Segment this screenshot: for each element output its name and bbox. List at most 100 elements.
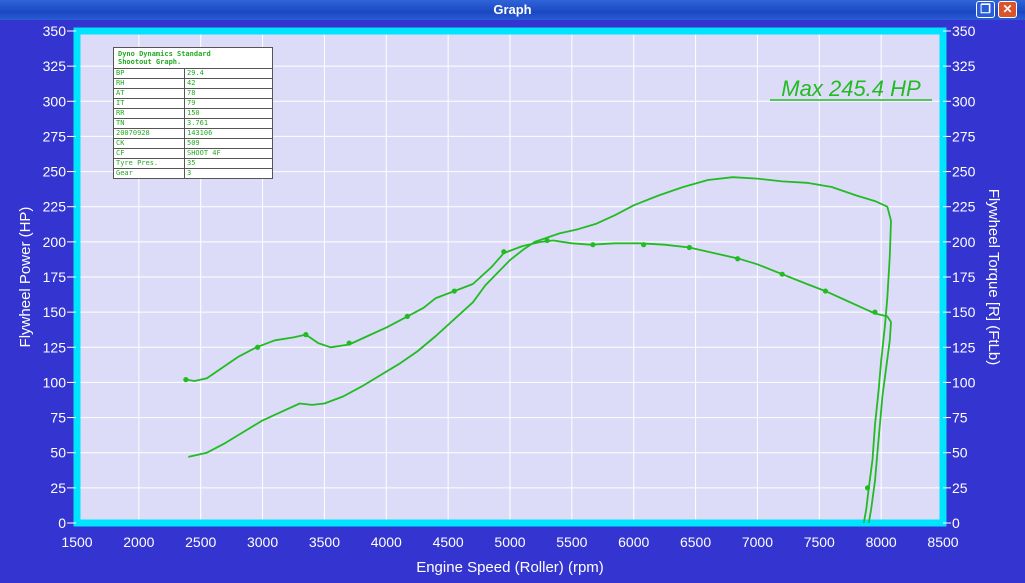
- data-point: [864, 485, 871, 491]
- series-curves: [183, 176, 892, 524]
- y2-tick-label: 325: [952, 58, 976, 74]
- y-tick-label: 275: [43, 128, 67, 144]
- x-axis-label: Engine Speed (Roller) (rpm): [416, 559, 604, 576]
- y2-axis-label: Flywheel Torque [R] (FtLb): [985, 189, 1002, 365]
- info-key: IT: [113, 98, 185, 109]
- y2-tick-label: 50: [952, 445, 968, 461]
- y-axis-ticks: 0 25 50 75 100 125 150 175 200 225 250 275 300 325 350: [43, 23, 76, 531]
- info-value: 143106: [184, 128, 273, 139]
- x-tick-label: 8500: [927, 534, 958, 550]
- data-point: [544, 237, 550, 244]
- window-title: Graph: [493, 2, 532, 17]
- restore-button[interactable]: ❐: [976, 1, 995, 18]
- y-tick-label: 200: [43, 234, 67, 250]
- y-tick-label: 125: [43, 339, 67, 355]
- series-line-1: [188, 176, 892, 524]
- data-point: [451, 288, 457, 294]
- x-axis-ticks: 1500 2000 2500 3000 3500 4000 4500 5000 5500 6000…: [61, 534, 958, 550]
- data-point: [404, 313, 410, 319]
- info-value: 78: [184, 88, 273, 99]
- info-key: RH: [113, 78, 185, 89]
- restore-icon: ❐: [980, 2, 991, 16]
- data-point: [590, 242, 596, 248]
- x-tick-label: 1500: [61, 534, 92, 550]
- info-value: 150: [184, 108, 273, 119]
- info-header-line1: Dyno Dynamics Standard: [118, 50, 211, 58]
- x-tick-label: 6500: [680, 534, 711, 550]
- info-value: 3.761: [184, 118, 273, 129]
- y2-axis-ticks: 0 25 50 75 100 125 150 175 200 225 250 275 300 325 350: [943, 23, 976, 531]
- x-tick-label: 6000: [618, 534, 649, 550]
- x-tick-label: 8000: [866, 534, 897, 550]
- data-point: [872, 309, 878, 315]
- y2-tick-label: 75: [952, 410, 968, 426]
- info-row: RR 150: [113, 108, 273, 119]
- y-tick-label: 75: [50, 410, 66, 426]
- data-point: [822, 288, 829, 294]
- info-row: 20070928 143106: [113, 128, 273, 139]
- y-tick-label: 25: [50, 480, 66, 496]
- data-point: [686, 244, 692, 251]
- x-tick-label: 4500: [433, 534, 464, 550]
- y2-tick-label: 100: [952, 374, 976, 390]
- info-row: IT 79: [113, 98, 273, 109]
- data-point: [346, 340, 352, 346]
- y-tick-label: 250: [43, 164, 67, 180]
- info-value: 3: [184, 168, 273, 179]
- close-icon: ✕: [1002, 2, 1013, 16]
- info-key: Tyre Pres.: [113, 158, 185, 169]
- y-tick-label: 350: [43, 23, 67, 39]
- y2-tick-label: 25: [952, 480, 968, 496]
- info-row: CF SHOOT 4F: [113, 148, 273, 159]
- info-value: 29.4: [184, 68, 273, 79]
- x-tick-label: 3000: [247, 534, 278, 550]
- x-tick-label: 2500: [185, 534, 216, 550]
- info-key: AT: [113, 88, 185, 99]
- y2-tick-label: 175: [952, 269, 976, 285]
- info-row: TN 3.761: [113, 118, 273, 129]
- info-value: 509: [184, 138, 273, 149]
- y-tick-label: 50: [50, 445, 66, 461]
- data-point: [501, 249, 507, 255]
- data-point: [183, 377, 189, 383]
- info-row: BP 29.4: [113, 68, 273, 79]
- x-tick-label: 2000: [123, 534, 154, 550]
- y-tick-label: 0: [58, 515, 66, 531]
- y2-tick-label: 125: [952, 339, 976, 355]
- y2-tick-label: 275: [952, 128, 976, 144]
- info-value: SHOOT 4F: [184, 148, 273, 159]
- info-table-rows: BP 29.4 RH 42 AT 78 IT 79 RR 150 TN 3.761 20070928 14…: [113, 68, 273, 179]
- close-button[interactable]: ✕: [998, 1, 1017, 18]
- info-key: CF: [113, 148, 185, 159]
- x-tick-label: 4000: [371, 534, 402, 550]
- x-tick-label: 5500: [556, 534, 587, 550]
- data-point: [779, 271, 785, 277]
- y2-tick-label: 350: [952, 23, 976, 39]
- info-value: 42: [184, 78, 273, 89]
- y2-tick-label: 200: [952, 234, 976, 250]
- info-value: 35: [184, 158, 273, 169]
- info-key: RR: [113, 108, 185, 119]
- x-tick-label: 5000: [494, 534, 525, 550]
- y-tick-label: 325: [43, 58, 67, 74]
- y-axis-label: Flywheel Power (HP): [17, 207, 34, 348]
- x-tick-label: 7000: [742, 534, 773, 550]
- info-header-line2: Shootout Graph.: [118, 58, 182, 66]
- info-key: BP: [113, 68, 185, 79]
- info-key: 20070928: [113, 128, 185, 139]
- info-key: TN: [113, 118, 185, 129]
- x-tick-label: 7500: [804, 534, 835, 550]
- max-hp-annotation: Max 245.4 HP: [781, 76, 921, 101]
- info-row: CK 509: [113, 138, 273, 149]
- info-row: Gear 3: [113, 168, 273, 179]
- dyno-info-table: Dyno Dynamics Standard Shootout Graph. B…: [113, 47, 273, 179]
- y-tick-label: 175: [43, 269, 67, 285]
- info-row: AT 78: [113, 88, 273, 99]
- x-tick-label: 3500: [309, 534, 340, 550]
- y2-tick-label: 0: [952, 515, 960, 531]
- data-point: [735, 256, 741, 262]
- info-row: RH 42: [113, 78, 273, 89]
- data-point: [255, 344, 261, 350]
- y2-tick-label: 300: [952, 93, 976, 109]
- y2-tick-label: 225: [952, 199, 976, 215]
